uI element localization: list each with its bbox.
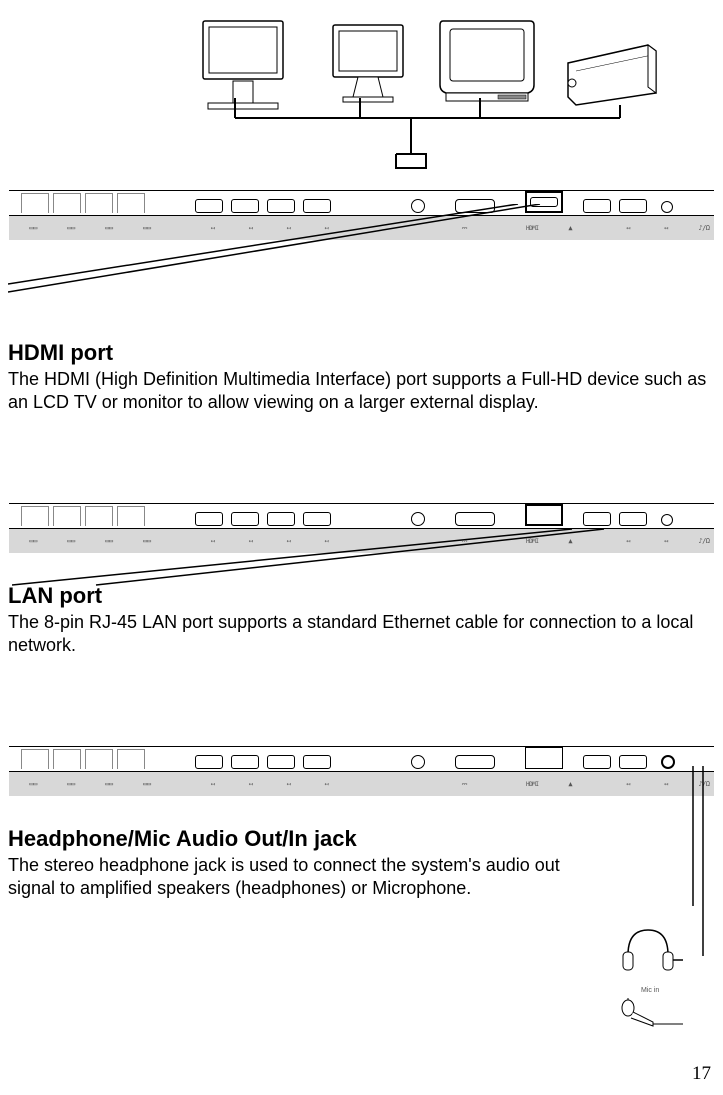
page-number: 17 bbox=[692, 1063, 711, 1085]
hdmi-body: The HDMI (High Definition Multimedia Int… bbox=[8, 368, 715, 413]
port-panel-audio: ▭▭▭▭▭▭▭▭ ↤↤↤↤ ⎓ HDMI ▲ ↤↤ ♪/Ω bbox=[9, 746, 714, 796]
audio-panel-wrapper: ▭▭▭▭▭▭▭▭ ↤↤↤↤ ⎓ HDMI ▲ ↤↤ ♪/Ω bbox=[8, 746, 715, 796]
headphones-icon bbox=[623, 930, 683, 970]
microphone-icon: Mic in bbox=[622, 987, 683, 1026]
audio-body: The stereo headphone jack is used to con… bbox=[8, 854, 568, 899]
displays-diagram bbox=[8, 15, 715, 135]
monitor-crt-icon bbox=[440, 21, 534, 101]
monitor-widescreen-icon bbox=[203, 21, 283, 109]
lan-body: The 8-pin RJ-45 LAN port supports a stan… bbox=[8, 611, 715, 656]
lan-panel-wrapper: ▭▭▭▭▭▭▭▭ ↤↤↤↤ ⎓ HDMI ▲ ↤↤ ♪/Ω bbox=[8, 503, 715, 553]
monitor-small-icon bbox=[333, 25, 403, 102]
hdmi-section: HDMI port The HDMI (High Definition Mult… bbox=[8, 340, 715, 413]
lan-section: LAN port The 8-pin RJ-45 LAN port suppor… bbox=[8, 583, 715, 656]
projector-icon bbox=[568, 45, 656, 105]
audio-section: Headphone/Mic Audio Out/In jack The ster… bbox=[8, 826, 715, 899]
audio-heading: Headphone/Mic Audio Out/In jack bbox=[8, 826, 715, 852]
headphone-mic-icons: Mic in bbox=[613, 920, 683, 1035]
svg-text:Mic in: Mic in bbox=[641, 987, 659, 994]
hdmi-heading: HDMI port bbox=[8, 340, 715, 366]
